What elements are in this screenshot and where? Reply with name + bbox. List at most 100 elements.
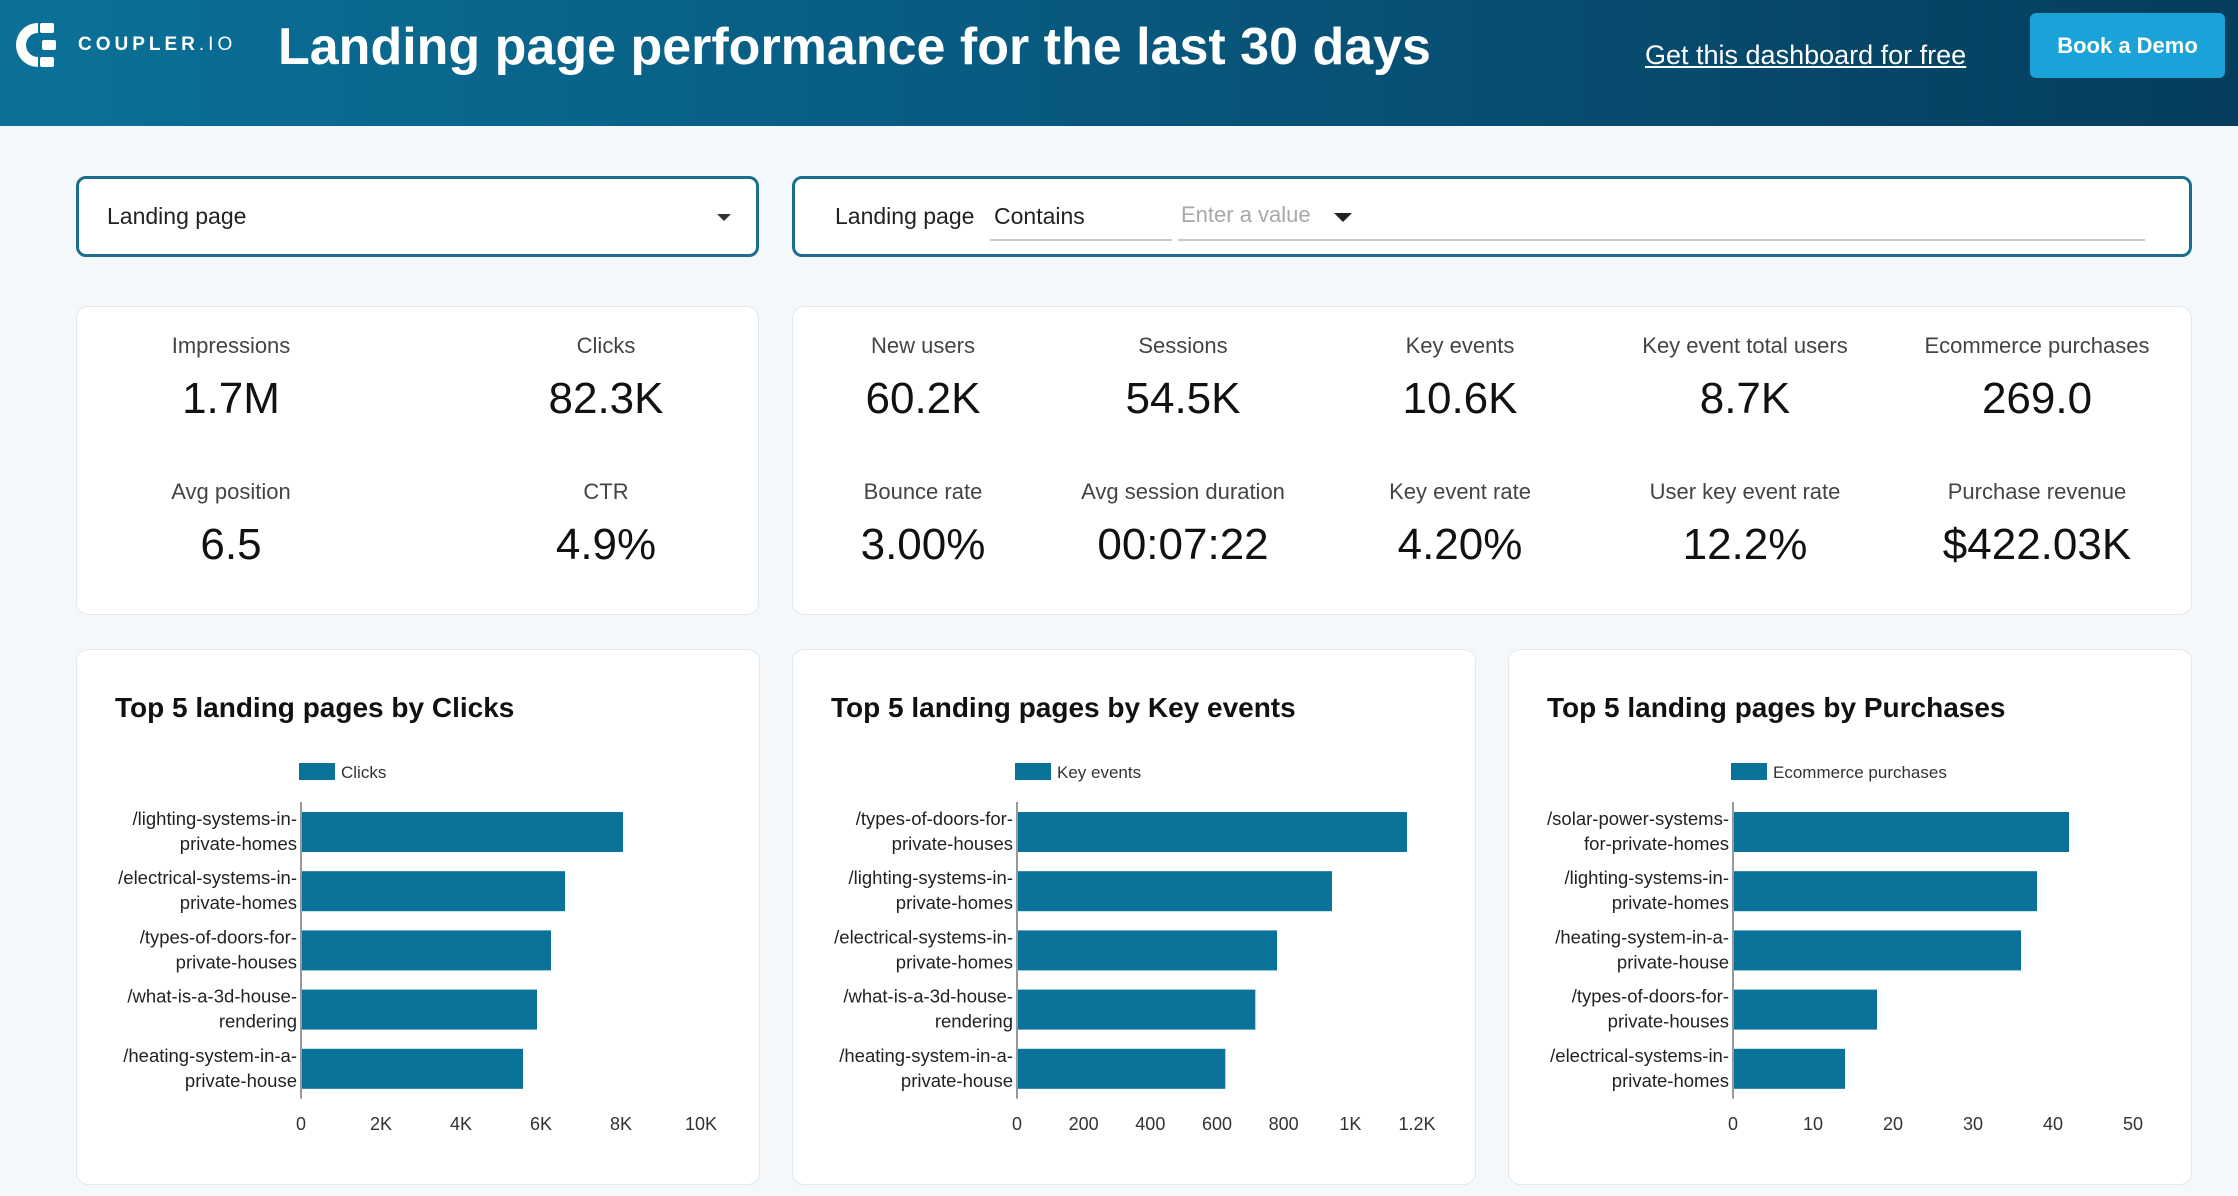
kpi-label: Impressions [171, 333, 291, 358]
x-tick-label: 0 [1012, 1114, 1022, 1134]
x-tick-label: 0 [296, 1114, 306, 1134]
landing-page-filter: Landing page Contains [792, 176, 2192, 257]
kpi-value: 3.00% [860, 520, 986, 569]
bar [1018, 812, 1407, 852]
kpi-key-events: Key events 10.6K [1310, 332, 1610, 424]
bar [302, 1048, 523, 1089]
x-tick-label: 1K [1339, 1114, 1361, 1134]
kpi-new-users: New users 60.2K [773, 332, 1073, 424]
category-label: /electrical-systems-in- [118, 867, 297, 888]
category-label: /lighting-systems-in- [133, 808, 298, 829]
kpi-purchase-revenue: Purchase revenue $422.03K [1887, 478, 2187, 570]
category-label: private-house [185, 1070, 297, 1091]
x-tick-label: 50 [2123, 1114, 2143, 1134]
kpi-value: 00:07:22 [1097, 520, 1269, 569]
kpi-value: 4.20% [1397, 520, 1523, 569]
logo-text: COUPLER.IO [78, 34, 237, 55]
kpi-avg-session-duration: Avg session duration 00:07:22 [1033, 478, 1333, 570]
category-label: /what-is-a-3d-house- [127, 986, 297, 1007]
kpi-key-event-rate: Key event rate 4.20% [1310, 478, 1610, 570]
analytics-scorecard: New users 60.2K Sessions 54.5K Key event… [792, 306, 2192, 615]
chevron-down-icon [717, 214, 731, 221]
kpi-value: 60.2K [865, 374, 981, 423]
kpi-label: Ecommerce purchases [1924, 333, 2150, 358]
x-tick-label: 800 [1269, 1114, 1299, 1134]
legend-label: Key events [1057, 763, 1141, 782]
kpi-value: 4.9% [555, 520, 657, 569]
bar [1734, 812, 2069, 852]
bar [1018, 1048, 1226, 1089]
kpi-ctr: CTR 4.9% [456, 478, 756, 570]
kpi-bounce-rate: Bounce rate 3.00% [773, 478, 1073, 570]
category-label: rendering [219, 1011, 297, 1032]
category-label: /types-of-doors-for- [1572, 986, 1729, 1007]
category-label: /heating-system-in-a- [839, 1045, 1013, 1066]
kpi-value: $422.03K [1942, 520, 2132, 569]
filter-field-label: Landing page [835, 203, 975, 229]
filter-value-input[interactable] [1178, 191, 2145, 241]
category-label: private-houses [892, 833, 1013, 854]
x-tick-label: 8K [610, 1114, 632, 1134]
book-demo-button[interactable]: Book a Demo [2030, 13, 2225, 78]
operator-select[interactable]: Contains [990, 191, 1352, 241]
category-label: /types-of-doors-for- [856, 808, 1013, 829]
kpi-label: Purchase revenue [1947, 479, 2127, 504]
kpi-value: 1.7M [182, 374, 280, 423]
clicks-chart-card: Top 5 landing pages by Clicks Clicks/lig… [76, 649, 760, 1185]
key-events-bar-chart: Key events/types-of-doors-for-private-ho… [834, 763, 1436, 1134]
category-label: /electrical-systems-in- [1550, 1045, 1729, 1066]
category-label: /electrical-systems-in- [834, 926, 1013, 947]
category-label: /what-is-a-3d-house- [843, 986, 1013, 1007]
coupler-logo[interactable]: COUPLER.IO [12, 20, 236, 70]
dimension-dropdown-value: Landing page [107, 203, 247, 229]
category-label: /lighting-systems-in- [1565, 867, 1730, 888]
clicks-bar-chart: Clicks/lighting-systems-in-private-homes… [118, 763, 717, 1134]
bar [302, 930, 551, 971]
bar [1018, 871, 1332, 912]
page-title: Landing page performance for the last 30… [278, 18, 1431, 76]
legend-label: Clicks [341, 763, 386, 782]
x-tick-label: 600 [1202, 1114, 1232, 1134]
kpi-label: CTR [583, 479, 629, 504]
x-tick-label: 30 [1963, 1114, 1983, 1134]
bar [1018, 989, 1256, 1030]
bar [1734, 1048, 1845, 1089]
legend-swatch [299, 763, 335, 780]
kpi-value: 6.5 [200, 520, 262, 569]
bar [1734, 871, 2037, 912]
x-tick-label: 20 [1883, 1114, 1903, 1134]
category-label: private-homes [896, 892, 1013, 913]
purchases-chart-card: Top 5 landing pages by Purchases Ecommer… [1508, 649, 2192, 1185]
legend-label: Ecommerce purchases [1773, 763, 1947, 782]
coupler-logo-icon [16, 23, 56, 67]
operator-select-value: Contains [994, 203, 1085, 229]
kpi-sessions: Sessions 54.5K [1033, 332, 1333, 424]
category-label: rendering [935, 1011, 1013, 1032]
kpi-value: 54.5K [1125, 374, 1241, 423]
kpi-label: Key event total users [1642, 333, 1848, 358]
bar [1734, 930, 2021, 971]
category-label: private-homes [1612, 1070, 1729, 1091]
category-label: private-houses [1608, 1011, 1729, 1032]
legend-swatch [1015, 763, 1051, 780]
bar [302, 812, 623, 852]
kpi-value: 269.0 [1981, 374, 2093, 423]
x-tick-label: 40 [2043, 1114, 2063, 1134]
bar [1018, 930, 1277, 971]
get-dashboard-link[interactable]: Get this dashboard for free [1645, 40, 1967, 70]
chart-title: Top 5 landing pages by Purchases [1547, 692, 2006, 723]
category-label: private-house [1617, 951, 1729, 972]
kpi-label: Key events [1405, 333, 1515, 358]
kpi-label: Avg session duration [1081, 479, 1285, 504]
kpi-impressions: Impressions 1.7M [81, 332, 381, 424]
chart-title: Top 5 landing pages by Key events [831, 692, 1296, 723]
dimension-dropdown[interactable]: Landing page [76, 176, 759, 257]
kpi-clicks: Clicks 82.3K [456, 332, 756, 424]
bar [1734, 989, 1877, 1030]
kpi-label: Avg position [171, 479, 291, 504]
kpi-label: New users [871, 333, 975, 358]
category-label: private-homes [180, 833, 297, 854]
x-tick-label: 200 [1069, 1114, 1099, 1134]
purchases-bar-chart: Ecommerce purchases/solar-power-systems-… [1547, 763, 2143, 1134]
x-tick-label: 10K [685, 1114, 717, 1134]
